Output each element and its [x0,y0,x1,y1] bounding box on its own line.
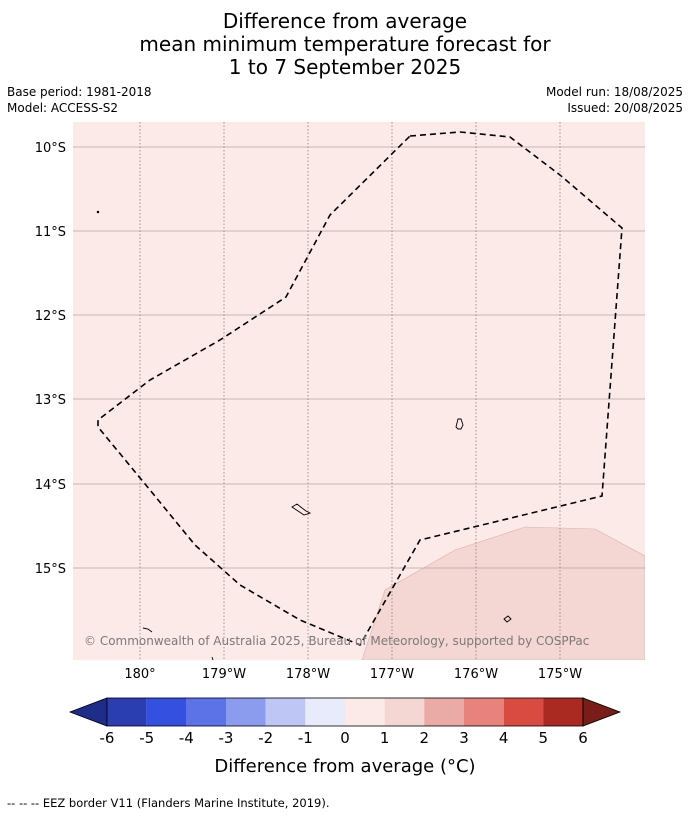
colorbar-bin [464,698,504,726]
lon-label: 179°W [202,667,246,682]
colorbar-bin [543,698,583,726]
island-niuafoou [503,615,512,623]
lon-label: 175°W [538,667,582,682]
colorbar-bin [265,698,306,726]
colorbar-tick-label: -4 [179,729,194,747]
colorbar-tick-label: 6 [578,729,588,747]
colorbar-bin [424,698,464,726]
colorbar-outline [106,697,584,727]
title-line-3: 1 to 7 September 2025 [228,55,462,79]
map-figure: © Commonwealth of Australia 2025, Bureau… [35,122,645,777]
model-run: Model run: 18/08/2025 [545,85,683,99]
colorbar-tick-label: -1 [298,729,313,747]
colorbar-tick-label: 2 [420,729,430,747]
colorbar-tick-label: 0 [340,729,350,747]
colorbar-tick-label: -6 [100,729,115,747]
colorbar-bin [186,698,226,726]
lat-label: 14°S [35,478,66,493]
colorbar-tick-label: 4 [499,729,509,747]
lat-label: 13°S [35,393,66,408]
title-line-2: mean minimum temperature forecast for [139,32,551,56]
model-name: Model: ACCESS-S2 [7,101,119,115]
lon-label: 178°W [286,667,330,682]
island-futuna [291,503,312,516]
issued-date: Issued: 20/08/2025 [567,101,683,115]
lon-label: 180° [124,667,155,682]
colorbar-tick-label: -2 [258,729,273,747]
colorbar-bin [384,698,425,726]
copyright-text: © Commonwealth of Australia 2025, Bureau… [84,634,589,648]
islands [96,210,512,660]
colorbar-bin [226,698,266,726]
colorbar-label: Difference from average (°C) [214,756,475,777]
colorbar-upper-extension [582,697,622,727]
eez-border [97,131,623,647]
base-period: Base period: 1981-2018 [7,85,152,99]
colorbar-bin [107,698,147,726]
lat-label: 15°S [35,562,66,577]
lat-label: 10°S [35,141,66,156]
lon-axis: 180° 179°W 178°W 177°W 176°W 175°W [124,667,582,682]
colorbar-tick-label: 5 [539,729,549,747]
colorbar-bin [146,698,187,726]
colorbar-ticks: -6 -5 -4 -3 -2 -1 0 1 2 3 4 5 6 [100,729,588,747]
colorbar [68,697,622,727]
lat-label: 11°S [35,225,66,240]
colorbar-tick-label: 1 [380,729,390,747]
lat-label: 12°S [35,309,66,324]
island-dot [96,210,100,214]
eez-footnote: -- -- -- EEZ border V11 (Flanders Marine… [7,796,330,810]
colorbar-tick-label: -3 [219,729,234,747]
colorbar-bin [305,698,345,726]
lon-gridlines [139,122,561,660]
lat-gridlines [73,146,645,569]
island-tick [211,656,214,660]
island-wallis [455,418,464,430]
island-sw [142,627,153,633]
colorbar-tick-label: 3 [459,729,469,747]
colorbar-bin [345,698,385,726]
colorbar-lower-extension [68,697,108,727]
title-line-1: Difference from average [222,9,468,33]
colorbar-tick-label: -5 [139,729,154,747]
lon-label: 177°W [370,667,414,682]
lat-axis: 10°S 11°S 12°S 13°S 14°S 15°S [35,141,66,577]
lon-label: 176°W [454,667,498,682]
colorbar-bin [503,698,544,726]
